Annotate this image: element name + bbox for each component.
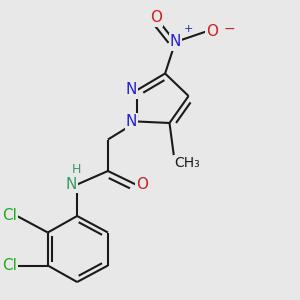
Text: N: N	[66, 177, 77, 192]
Text: Cl: Cl	[2, 208, 17, 224]
Text: Cl: Cl	[2, 258, 17, 273]
Text: O: O	[206, 24, 218, 39]
Text: CH₃: CH₃	[174, 156, 200, 170]
Text: N: N	[170, 34, 181, 50]
Text: −: −	[223, 22, 235, 36]
Text: H: H	[72, 163, 81, 176]
Text: O: O	[150, 11, 162, 26]
Text: O: O	[136, 177, 148, 192]
Text: +: +	[184, 24, 193, 34]
Text: N: N	[126, 114, 137, 129]
Text: N: N	[126, 82, 137, 98]
